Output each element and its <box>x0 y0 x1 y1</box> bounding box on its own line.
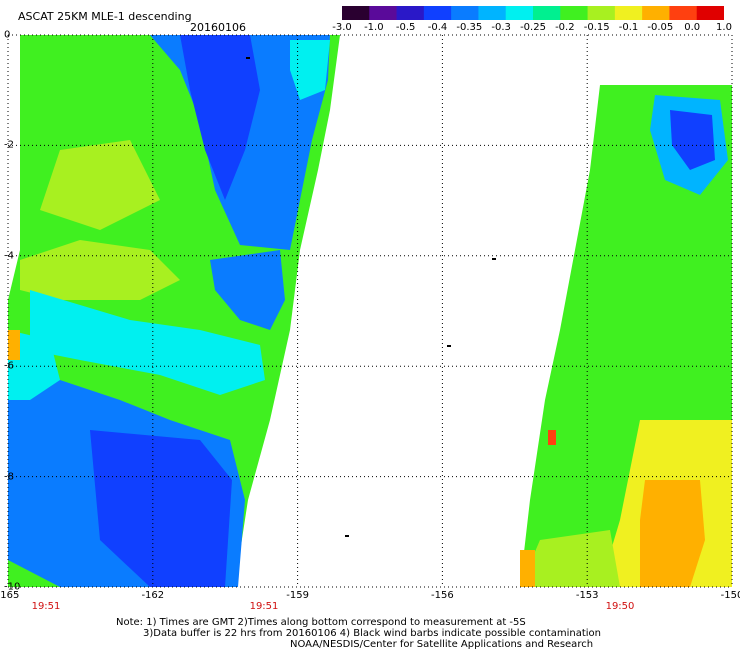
colorbar-segment <box>587 6 616 20</box>
colorbar-tick-label: -0.15 <box>583 22 610 33</box>
wind-barb-mark <box>447 345 451 347</box>
colorbar <box>342 6 724 20</box>
note-line-1: Note: 1) Times are GMT 2)Times along bot… <box>116 617 526 628</box>
colorbar-tick-label: -0.2 <box>555 22 575 33</box>
pass-time-label: 19:51 <box>249 601 279 612</box>
colorbar-segment <box>642 6 671 20</box>
colorbar-tick-label: -0.25 <box>520 22 546 33</box>
wind-barb-mark <box>246 57 250 59</box>
longitude-label: -156 <box>431 590 454 601</box>
colorbar-segment <box>342 6 370 20</box>
wind-barb-mark <box>492 258 496 260</box>
swath-cell <box>520 550 535 587</box>
pass-time-label: 19:51 <box>31 601 61 612</box>
note-line-2: 3)Data buffer is 22 hrs from 20160106 4)… <box>143 628 601 639</box>
swath-cell <box>90 430 232 587</box>
swath-cell <box>210 250 285 330</box>
colorbar-segment <box>478 6 507 20</box>
note-line-3: NOAA/NESDIS/Center for Satellite Applica… <box>290 639 594 650</box>
colorbar-segment <box>451 6 480 20</box>
colorbar-tick-label: -0.05 <box>647 22 674 33</box>
colorbar-tick-label: -0.3 <box>491 22 511 33</box>
longitude-label: -159 <box>286 590 309 601</box>
latitude-label: -10 <box>4 581 21 593</box>
swath-cell <box>520 530 620 587</box>
longitude-label: -153 <box>575 590 599 601</box>
longitude-label: -162 <box>141 590 165 601</box>
colorbar-segment <box>423 6 452 20</box>
colorbar-tick-label: -0.1 <box>618 22 639 33</box>
colorbar-segment <box>505 6 534 20</box>
wind-barb-mark <box>345 535 349 537</box>
swath-cell <box>8 330 20 360</box>
longitude-label: -165 <box>0 590 20 601</box>
swath-cell <box>180 35 260 200</box>
swath-cell <box>670 110 715 170</box>
pass-time-label: 19:50 <box>605 601 635 612</box>
latitude-label: -6 <box>4 360 14 372</box>
colorbar-segment <box>369 6 398 20</box>
colorbar-segment <box>614 6 643 20</box>
colorbar-tick-label: -3.0 <box>332 22 352 33</box>
colorbar-segment <box>560 6 589 20</box>
colorbar-segment <box>396 6 425 20</box>
swath-cell <box>640 480 705 587</box>
swath-cell <box>548 430 556 445</box>
swath-cell <box>30 290 265 395</box>
colorbar-tick-label: -1.0 <box>364 22 384 33</box>
colorbar-tick-label: 1.0 <box>716 22 732 33</box>
colorbar-tick-label: -0.4 <box>427 22 448 33</box>
map-title: ASCAT 25KM MLE-1 descending <box>18 10 192 23</box>
colorbar-segment <box>533 6 561 20</box>
map-date: 20160106 <box>190 21 246 34</box>
colorbar-segment <box>696 6 724 20</box>
latitude-label: -4 <box>4 250 14 262</box>
colorbar-tick-label: 0.0 <box>684 22 701 33</box>
swath-cell <box>20 240 180 300</box>
latitude-label: -8 <box>4 471 14 483</box>
longitude-label: -150 <box>720 590 740 601</box>
colorbar-tick-label: -0.5 <box>395 22 416 33</box>
latitude-label: 0 <box>4 29 11 41</box>
colorbar-tick-label: -0.35 <box>456 22 483 33</box>
swath-cell <box>290 40 330 100</box>
colorbar-segment <box>669 6 698 20</box>
swath-cell <box>40 140 160 230</box>
latitude-label: -2 <box>4 139 14 151</box>
